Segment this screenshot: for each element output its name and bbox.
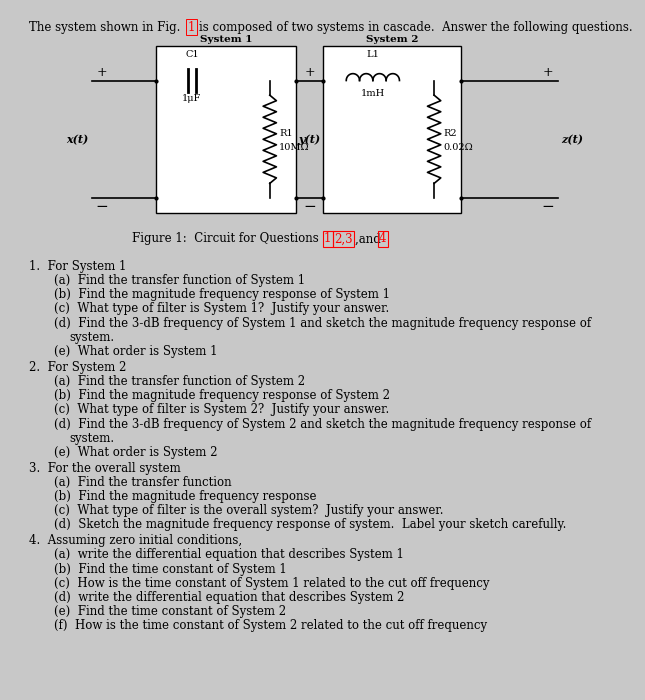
- Text: R2: R2: [444, 129, 457, 138]
- Text: System 1: System 1: [200, 35, 252, 44]
- Text: 1.  For System 1: 1. For System 1: [30, 260, 127, 273]
- Text: +: +: [96, 66, 107, 78]
- Text: system.: system.: [69, 432, 114, 444]
- Bar: [156, 46, 296, 213]
- Text: R1: R1: [279, 129, 293, 138]
- Text: 1: 1: [188, 21, 195, 34]
- Text: ,and: ,and: [355, 232, 385, 246]
- Text: (d)  Find the 3-dB frequency of System 2 and sketch the magnitude frequency resp: (d) Find the 3-dB frequency of System 2 …: [54, 418, 591, 430]
- Text: L1: L1: [366, 50, 379, 59]
- Text: (c)  How is the time constant of System 1 related to the cut off frequency: (c) How is the time constant of System 1…: [54, 577, 490, 589]
- Text: The system shown in Fig.: The system shown in Fig.: [30, 21, 184, 34]
- Text: (c)  What type of filter is System 2?  Justify your answer.: (c) What type of filter is System 2? Jus…: [54, 403, 390, 416]
- Text: 4.  Assuming zero initial conditions,: 4. Assuming zero initial conditions,: [30, 534, 243, 547]
- Text: (e)  What order is System 2: (e) What order is System 2: [54, 446, 217, 459]
- Text: (d)  Find the 3-dB frequency of System 1 and sketch the magnitude frequency resp: (d) Find the 3-dB frequency of System 1 …: [54, 316, 591, 330]
- Bar: [323, 46, 461, 213]
- Text: −: −: [95, 200, 108, 214]
- Text: +: +: [304, 66, 315, 78]
- Text: (e)  What order is System 1: (e) What order is System 1: [54, 345, 217, 358]
- Text: (f)  How is the time constant of System 2 related to the cut off frequency: (f) How is the time constant of System 2…: [54, 620, 487, 632]
- Text: (c)  What type of filter is System 1?  Justify your answer.: (c) What type of filter is System 1? Jus…: [54, 302, 390, 316]
- Text: 1μF: 1μF: [182, 94, 201, 103]
- Text: (b)  Find the magnitude frequency response of System 1: (b) Find the magnitude frequency respons…: [54, 288, 390, 301]
- Text: (d)  Sketch the magnitude frequency response of system.  Label your sketch caref: (d) Sketch the magnitude frequency respo…: [54, 519, 566, 531]
- Text: 1: 1: [324, 232, 332, 246]
- Text: C1: C1: [185, 50, 199, 59]
- Text: 2,3: 2,3: [334, 232, 353, 246]
- Text: 2.  For System 2: 2. For System 2: [30, 360, 127, 374]
- Text: y(t): y(t): [299, 134, 321, 145]
- Text: (b)  Find the time constant of System 1: (b) Find the time constant of System 1: [54, 563, 287, 575]
- Text: 1mH: 1mH: [361, 90, 385, 98]
- Text: System 2: System 2: [366, 35, 418, 44]
- Text: 3.  For the overall system: 3. For the overall system: [30, 461, 181, 475]
- Text: (a)  Find the transfer function: (a) Find the transfer function: [54, 476, 232, 489]
- Text: (b)  Find the magnitude frequency response: (b) Find the magnitude frequency respons…: [54, 490, 317, 503]
- Text: x(t): x(t): [66, 134, 88, 145]
- Text: 10MΩ: 10MΩ: [279, 143, 310, 152]
- Text: −: −: [303, 200, 316, 214]
- Text: 4: 4: [379, 232, 386, 246]
- Text: −: −: [542, 200, 555, 214]
- Text: (a)  Find the transfer function of System 1: (a) Find the transfer function of System…: [54, 274, 305, 287]
- Text: (a)  Find the transfer function of System 2: (a) Find the transfer function of System…: [54, 375, 305, 388]
- Text: +: +: [543, 66, 553, 78]
- Text: (b)  Find the magnitude frequency response of System 2: (b) Find the magnitude frequency respons…: [54, 389, 390, 402]
- Text: (e)  Find the time constant of System 2: (e) Find the time constant of System 2: [54, 605, 286, 618]
- Text: is composed of two systems in cascade.  Answer the following questions.: is composed of two systems in cascade. A…: [199, 21, 632, 34]
- Text: Figure 1:  Circuit for Questions: Figure 1: Circuit for Questions: [132, 232, 322, 246]
- Text: (a)  write the differential equation that describes System 1: (a) write the differential equation that…: [54, 548, 404, 561]
- Text: system.: system.: [69, 331, 114, 344]
- Text: (c)  What type of filter is the overall system?  Justify your answer.: (c) What type of filter is the overall s…: [54, 504, 444, 517]
- Text: (d)  write the differential equation that describes System 2: (d) write the differential equation that…: [54, 591, 404, 604]
- Text: z(t): z(t): [561, 134, 584, 145]
- Text: 0.02Ω: 0.02Ω: [444, 143, 473, 152]
